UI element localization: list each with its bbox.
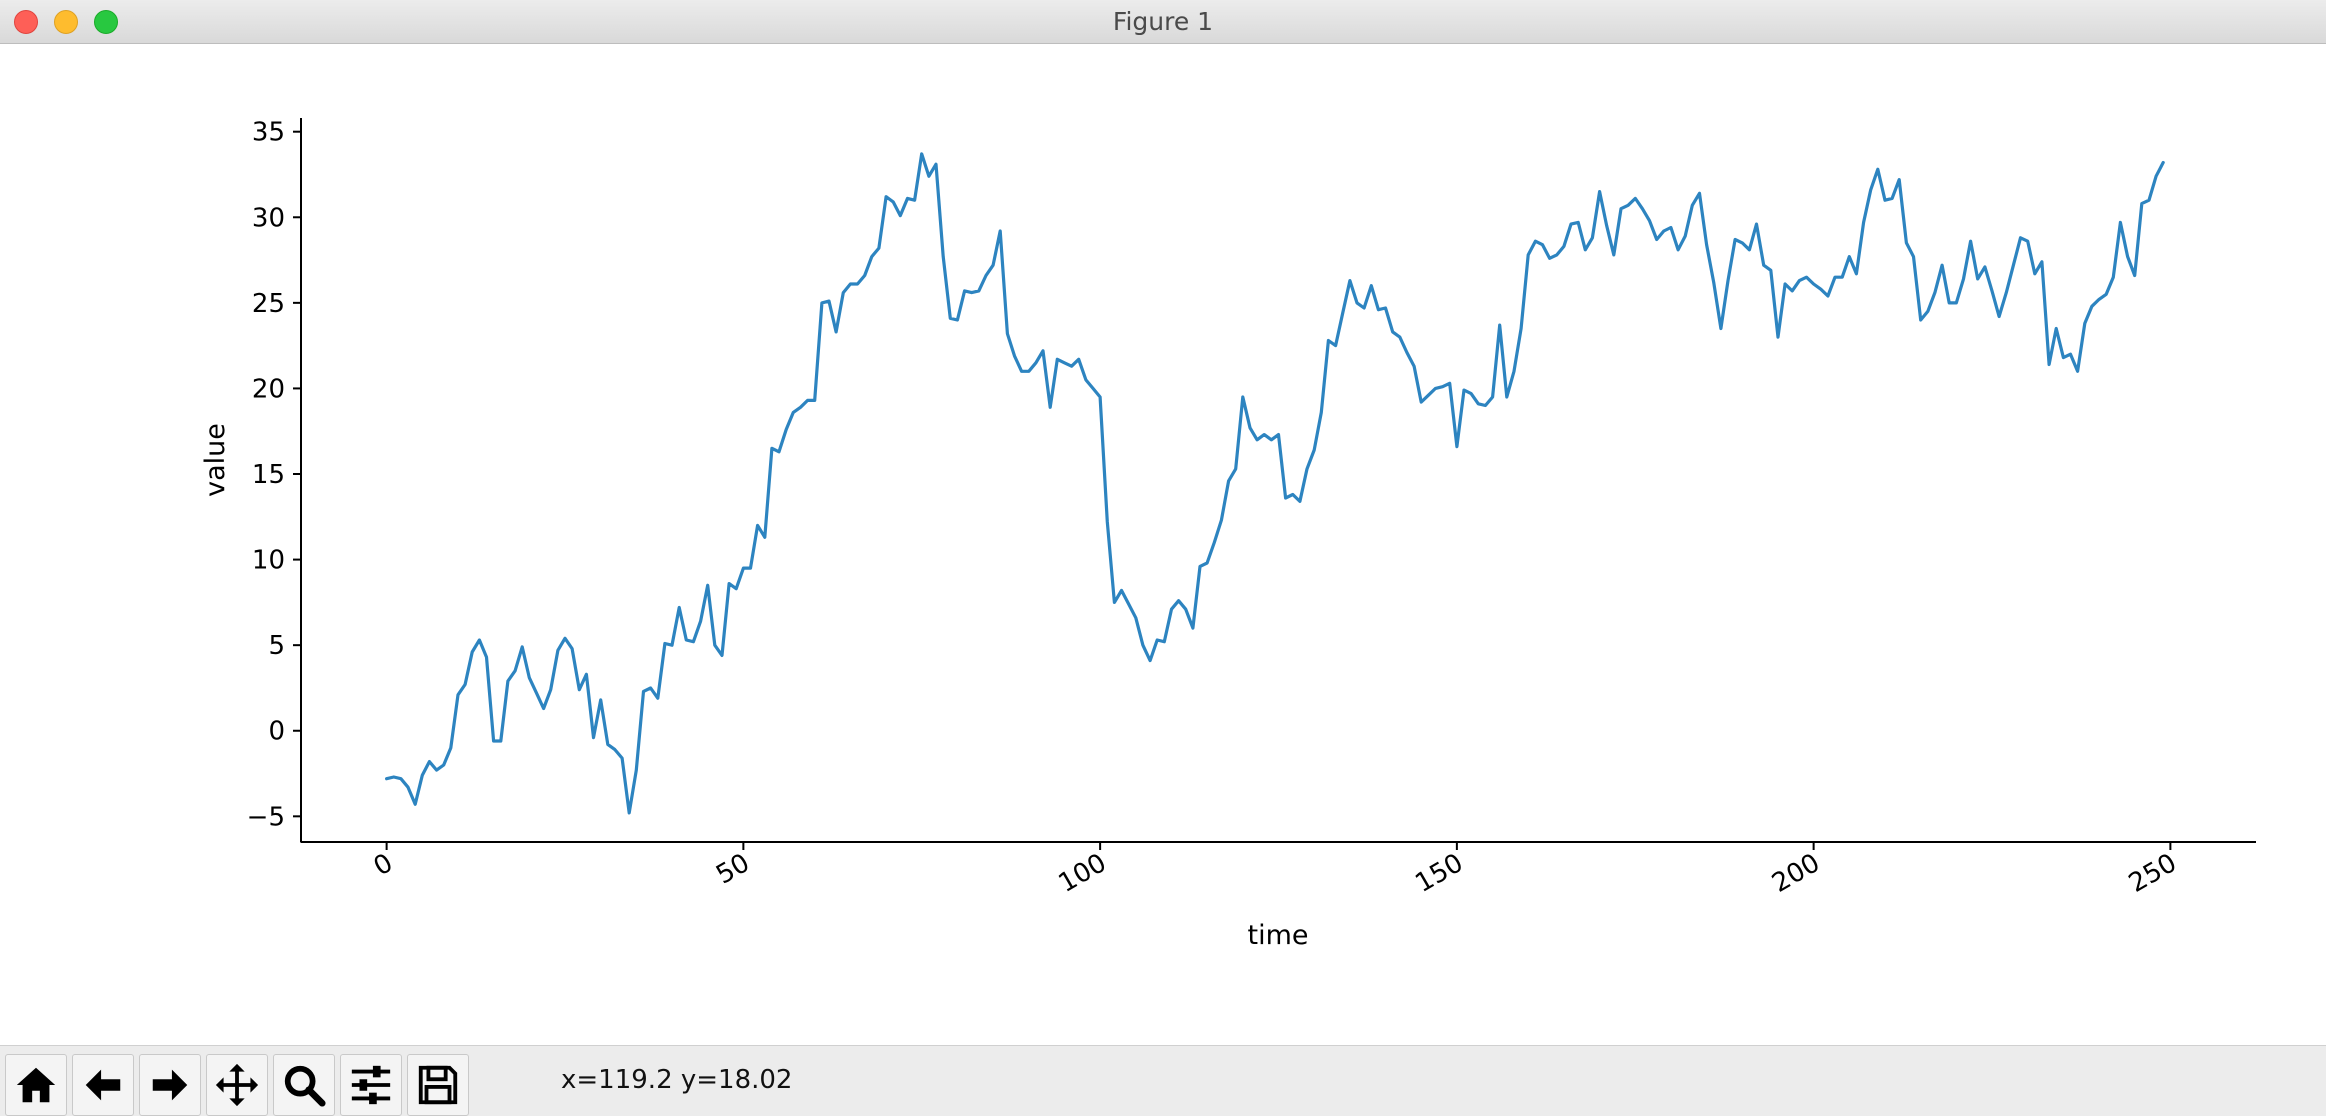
move-icon xyxy=(215,1063,259,1107)
back-button[interactable] xyxy=(72,1054,134,1116)
zoom-button[interactable] xyxy=(273,1054,335,1116)
save-button[interactable] xyxy=(407,1054,469,1116)
x-tick-label: 50 xyxy=(711,848,755,891)
search-icon xyxy=(284,1065,326,1107)
arrow-right-icon xyxy=(152,1069,188,1101)
sliders-icon xyxy=(351,1065,391,1105)
y-tick-label: 10 xyxy=(252,546,285,576)
y-axis-label: value xyxy=(200,423,231,497)
y-tick-label: −5 xyxy=(247,802,285,832)
x-tick-label: 0 xyxy=(369,848,398,882)
series-line xyxy=(385,152,2165,815)
close-window-button[interactable] xyxy=(14,10,38,34)
forward-button[interactable] xyxy=(139,1054,201,1116)
pan-button[interactable] xyxy=(206,1054,268,1116)
series xyxy=(385,152,2165,815)
line-chart: −5 0 5 10 15 20 25 30 35 0 50 100 150 200 250 time va… xyxy=(200,118,2256,951)
window-titlebar: Figure 1 xyxy=(0,0,2326,44)
navigation-toolbar xyxy=(0,1045,2326,1116)
x-tick-label: 200 xyxy=(1767,848,1825,899)
y-axis-ticks: −5 0 5 10 15 20 25 30 35 xyxy=(247,118,301,832)
y-tick-label: 0 xyxy=(268,717,285,747)
y-tick-label: 20 xyxy=(252,374,285,404)
window-title: Figure 1 xyxy=(1112,7,1214,36)
axes xyxy=(300,118,2256,843)
x-tick-label: 250 xyxy=(2124,848,2182,899)
y-tick-label: 35 xyxy=(252,118,285,148)
cursor-coordinates: x=119.2 y=18.02 xyxy=(561,1065,793,1095)
arrow-left-icon xyxy=(85,1069,121,1101)
y-tick-label: 5 xyxy=(268,631,285,661)
x-tick-label: 150 xyxy=(1410,848,1468,899)
y-tick-label: 25 xyxy=(252,289,285,319)
minimize-window-button[interactable] xyxy=(54,10,78,34)
home-button[interactable] xyxy=(5,1054,67,1116)
figure-canvas[interactable]: −5 0 5 10 15 20 25 30 35 0 50 100 150 200 250 time va… xyxy=(0,44,2326,1045)
save-icon xyxy=(418,1065,458,1105)
configure-subplots-button[interactable] xyxy=(340,1054,402,1116)
x-axis-ticks: 0 50 100 150 200 250 xyxy=(369,842,2182,899)
y-tick-label: 15 xyxy=(252,460,285,490)
x-tick-label: 100 xyxy=(1054,848,1112,899)
y-tick-label: 30 xyxy=(252,203,285,233)
maximize-window-button[interactable] xyxy=(94,10,118,34)
x-axis-label: time xyxy=(1247,920,1308,951)
home-icon xyxy=(16,1067,56,1103)
